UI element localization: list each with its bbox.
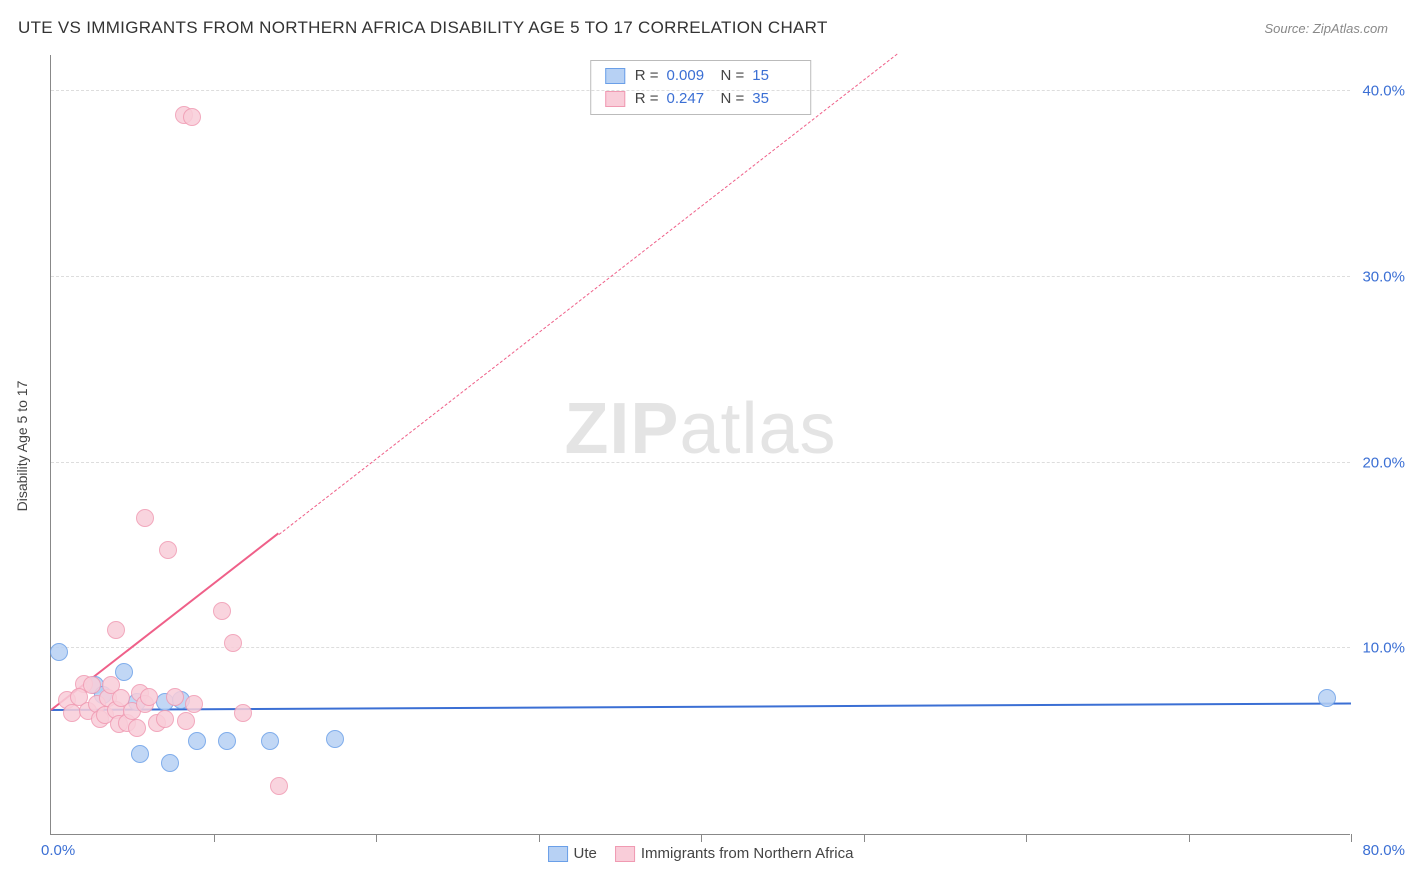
chart-title: UTE VS IMMIGRANTS FROM NORTHERN AFRICA D… <box>18 18 828 38</box>
x-tick <box>539 834 540 842</box>
source-attribution: Source: ZipAtlas.com <box>1264 21 1388 36</box>
y-tick-label: 30.0% <box>1362 268 1405 285</box>
swatch-ute <box>548 846 568 862</box>
data-point <box>188 732 206 750</box>
data-point <box>63 704 81 722</box>
data-point <box>136 509 154 527</box>
data-point <box>224 634 242 652</box>
data-point <box>270 777 288 795</box>
chart-header: UTE VS IMMIGRANTS FROM NORTHERN AFRICA D… <box>18 18 1388 38</box>
series-legend: Ute Immigrants from Northern Africa <box>548 845 854 862</box>
x-max-label: 80.0% <box>1362 842 1405 859</box>
x-tick <box>701 834 702 842</box>
swatch-northern-africa <box>605 91 625 107</box>
data-point <box>234 704 252 722</box>
data-point <box>159 541 177 559</box>
data-point <box>107 621 125 639</box>
legend-label-ute: Ute <box>574 845 597 862</box>
y-tick-label: 10.0% <box>1362 640 1405 657</box>
data-point <box>131 745 149 763</box>
y-tick-label: 40.0% <box>1362 83 1405 100</box>
legend-item-ute: Ute <box>548 845 597 862</box>
x-tick <box>214 834 215 842</box>
n-label: N = <box>721 65 745 88</box>
gridline <box>51 90 1350 91</box>
watermark: ZIPatlas <box>564 388 836 470</box>
data-point <box>183 108 201 126</box>
gridline <box>51 276 1350 277</box>
data-point <box>1318 689 1336 707</box>
data-point <box>218 732 236 750</box>
x-tick <box>1189 834 1190 842</box>
n-value-ute: 15 <box>752 65 796 88</box>
gridline <box>51 647 1350 648</box>
chart-area: ZIPatlas R = 0.009 N = 15 R = 0.247 N = … <box>50 55 1350 835</box>
data-point <box>326 730 344 748</box>
watermark-part1: ZIP <box>564 389 679 469</box>
data-point <box>177 712 195 730</box>
swatch-ute <box>605 68 625 84</box>
gridline <box>51 462 1350 463</box>
data-point <box>261 732 279 750</box>
x-tick <box>376 834 377 842</box>
swatch-northern-africa <box>615 846 635 862</box>
data-point <box>50 643 68 661</box>
data-point <box>128 719 146 737</box>
r-value-ute: 0.009 <box>667 65 711 88</box>
legend-row-ute: R = 0.009 N = 15 <box>605 65 797 88</box>
r-label: R = <box>635 65 659 88</box>
data-point <box>161 754 179 772</box>
y-axis-label: Disability Age 5 to 17 <box>14 381 30 512</box>
data-point <box>140 688 158 706</box>
data-point <box>185 695 203 713</box>
data-point <box>83 676 101 694</box>
y-tick-label: 20.0% <box>1362 454 1405 471</box>
x-origin-label: 0.0% <box>41 842 75 859</box>
x-tick <box>1351 834 1352 842</box>
x-tick <box>864 834 865 842</box>
legend-label-na: Immigrants from Northern Africa <box>641 845 854 862</box>
x-tick <box>1026 834 1027 842</box>
data-point <box>166 688 184 706</box>
watermark-part2: atlas <box>679 389 836 469</box>
legend-item-na: Immigrants from Northern Africa <box>615 845 854 862</box>
data-point <box>213 602 231 620</box>
plot-region: ZIPatlas R = 0.009 N = 15 R = 0.247 N = … <box>50 55 1350 835</box>
data-point <box>156 710 174 728</box>
correlation-legend: R = 0.009 N = 15 R = 0.247 N = 35 <box>590 60 812 115</box>
